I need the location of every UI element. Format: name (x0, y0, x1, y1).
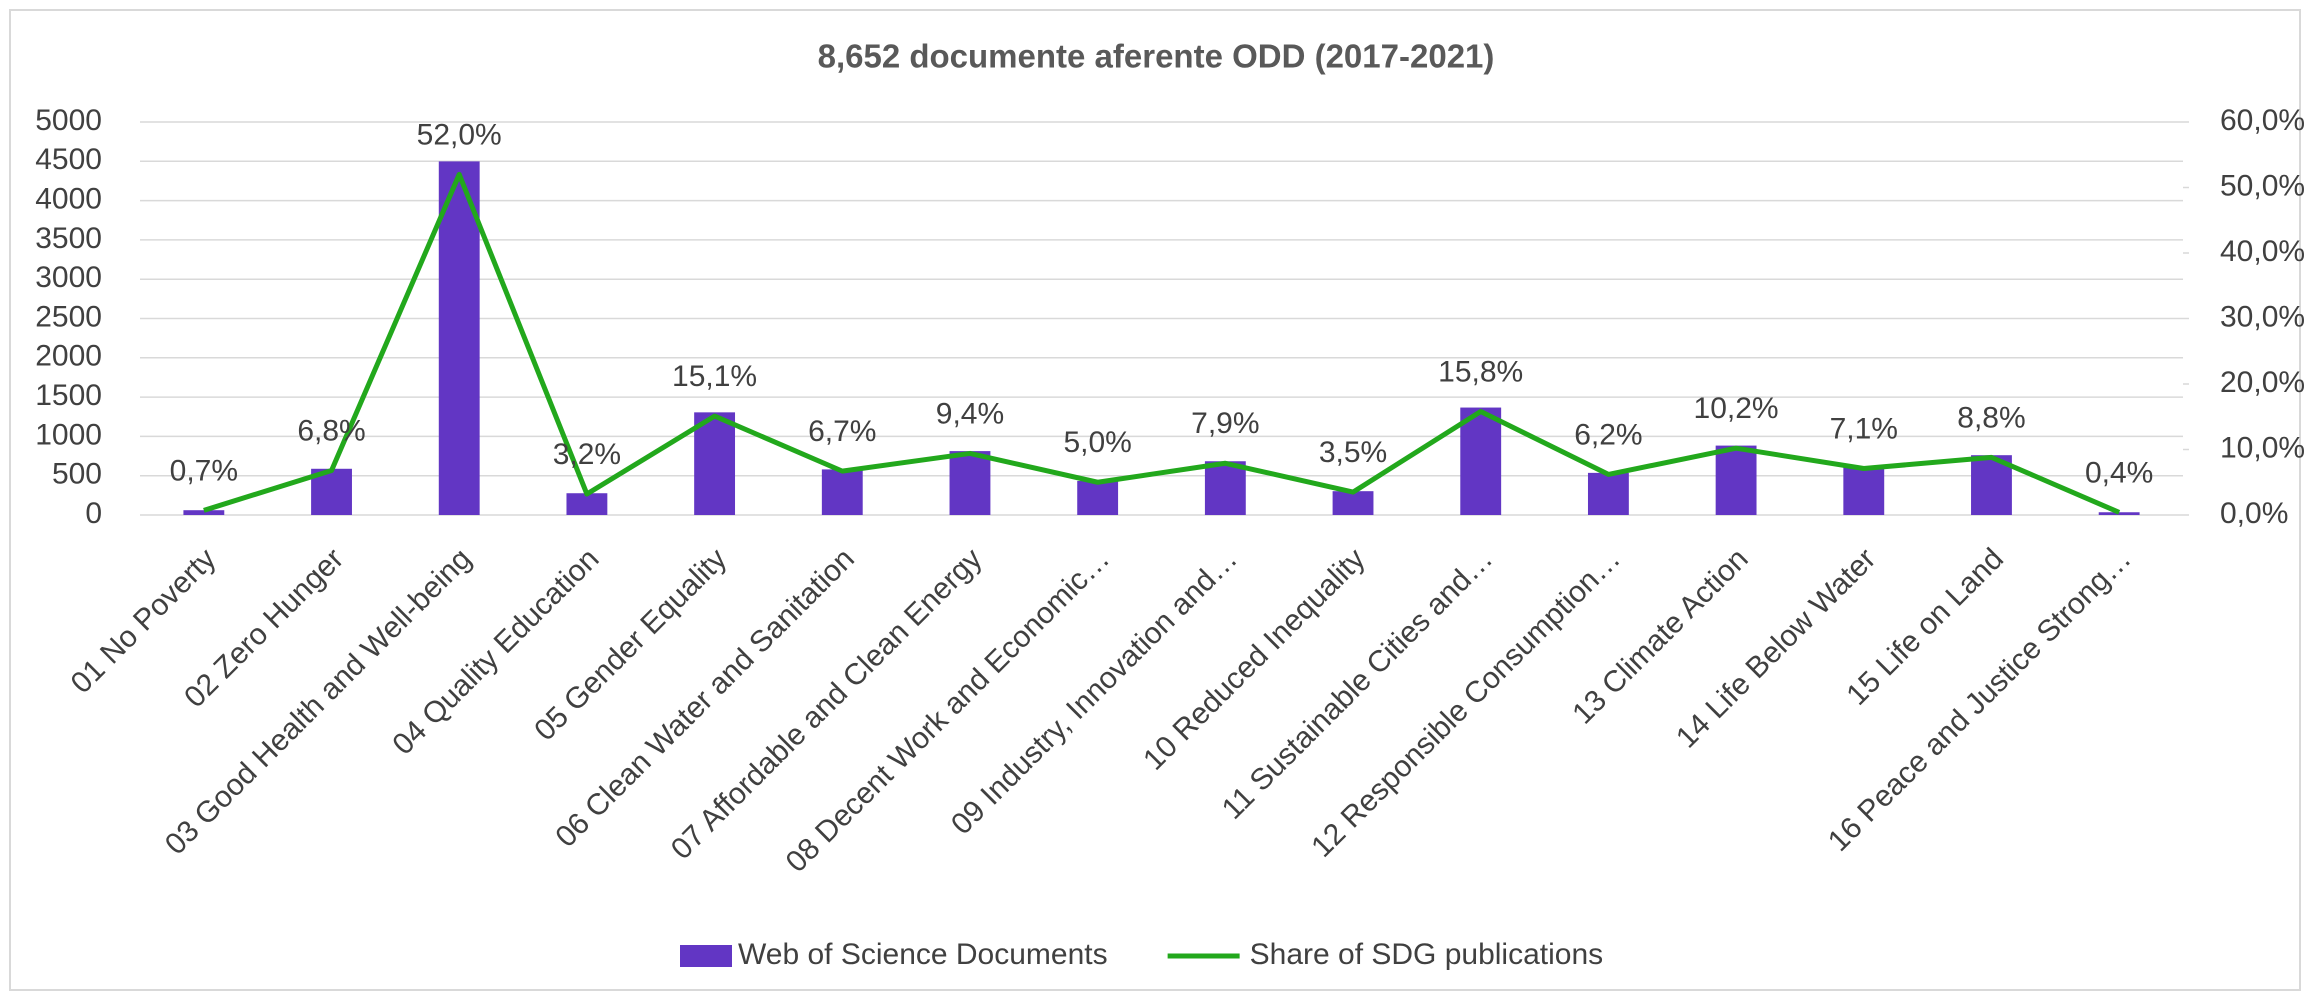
y2-tick-label: 30,0% (2220, 300, 2305, 333)
bar (949, 451, 991, 515)
y2-tick-label: 40,0% (2220, 235, 2305, 268)
bar (1332, 491, 1374, 515)
y2-tick-label: 60,0% (2220, 104, 2305, 137)
line (203, 171, 2121, 515)
bar (183, 510, 225, 515)
bar (1204, 461, 1246, 515)
data-label: 6,8% (297, 414, 365, 447)
legend-swatch (680, 945, 732, 967)
data-label: 3,2% (553, 438, 621, 471)
legend-label: Web of Science Documents (738, 938, 1108, 971)
bar (438, 161, 480, 515)
data-label: 0,4% (2085, 456, 2153, 489)
y2-tick-label: 0,0% (2220, 497, 2288, 530)
y-tick-label: 1500 (35, 379, 102, 412)
y2-tick-label: 10,0% (2220, 431, 2305, 464)
data-label: 52,0% (417, 118, 502, 151)
data-label: 6,2% (1574, 418, 1642, 451)
data-label: 5,0% (1063, 426, 1131, 459)
y-tick-label: 500 (52, 458, 102, 491)
bar (1715, 445, 1757, 515)
chart-border (9, 9, 2301, 991)
bar (2098, 512, 2140, 515)
y-tick-label: 3500 (35, 222, 102, 255)
y2-tick-label: 50,0% (2220, 169, 2305, 202)
chart-title: 8,652 documente aferente ODD (2017-2021) (818, 38, 1495, 75)
data-label: 15,8% (1438, 355, 1523, 388)
data-label: 8,8% (1957, 401, 2025, 434)
bar (566, 493, 608, 515)
y-tick-label: 2500 (35, 300, 102, 333)
y-tick-label: 0 (85, 497, 102, 530)
data-label: 7,9% (1191, 407, 1259, 440)
data-label: 6,7% (808, 415, 876, 448)
y-tick-label: 1000 (35, 418, 102, 451)
y-tick-label: 5000 (35, 104, 102, 137)
y-tick-label: 4000 (35, 183, 102, 216)
bar (1587, 472, 1629, 515)
bar (1460, 407, 1502, 515)
y-tick-label: 3000 (35, 261, 102, 294)
bar (1843, 466, 1885, 515)
bar (1077, 480, 1119, 515)
y2-tick-label: 20,0% (2220, 366, 2305, 399)
y-tick-label: 2000 (35, 340, 102, 373)
data-label: 15,1% (672, 360, 757, 393)
legend-label: Share of SDG publications (1250, 938, 1604, 971)
y-tick-label: 4500 (35, 143, 102, 176)
data-label: 7,1% (1830, 412, 1898, 445)
data-label: 10,2% (1694, 392, 1779, 425)
data-label: 0,7% (170, 454, 238, 487)
bar (694, 412, 736, 515)
data-label: 9,4% (936, 397, 1004, 430)
bar (821, 469, 863, 515)
data-label: 3,5% (1319, 436, 1387, 469)
